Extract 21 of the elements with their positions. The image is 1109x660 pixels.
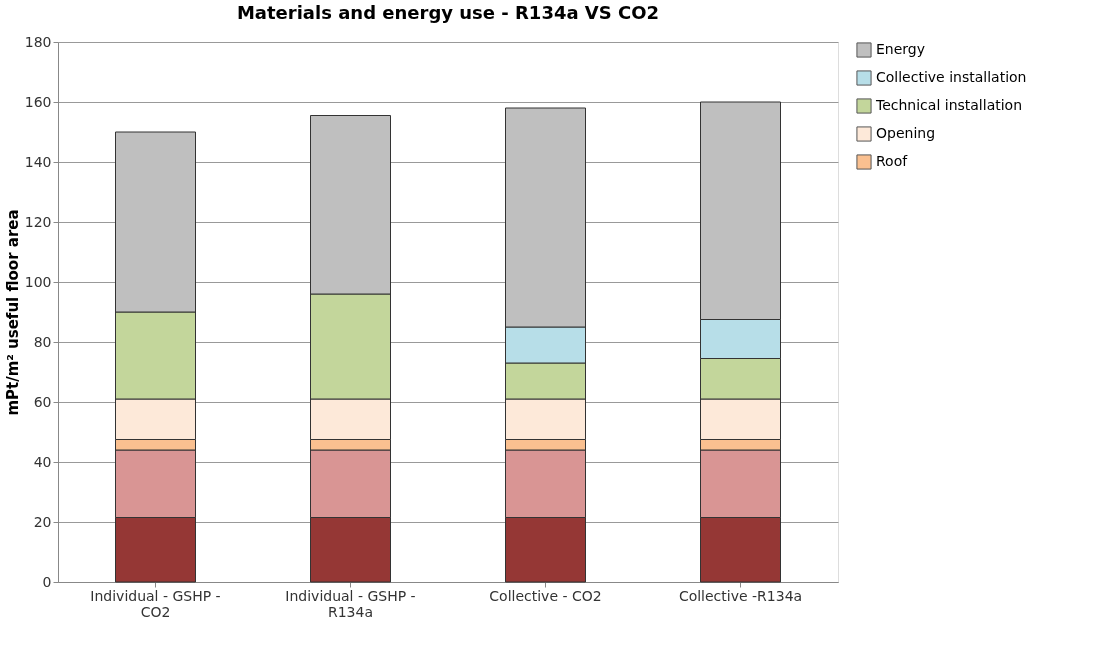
y-tick-label: 60: [33, 393, 52, 410]
chart-title: Materials and energy use - R134a VS CO2: [236, 2, 660, 23]
legend-label: Technical installation: [875, 97, 1023, 113]
y-tick-label: 20: [33, 513, 52, 530]
x-tick-label: Individual - GSHP - CO2: [90, 587, 221, 620]
x-tick-label: Collective -R134a: [678, 587, 803, 604]
y-tick-label: 120: [24, 213, 52, 230]
y-tick-label: 140: [24, 153, 52, 170]
legend-label: Opening: [876, 125, 936, 141]
legend-label: Collective installation: [876, 69, 1027, 85]
x-tick-label: Individual - GSHP - R134a: [285, 587, 416, 620]
y-tick-label: 80: [33, 333, 52, 350]
y-tick-label: 180: [24, 33, 52, 50]
legend-label: Energy: [876, 41, 926, 57]
y-tick-label: 0: [42, 573, 52, 590]
y-axis-title: mPt/m² useful floor area: [3, 209, 22, 416]
y-tick-label: 160: [24, 93, 52, 110]
y-tick-label: 100: [24, 273, 52, 290]
x-tick-label: Collective - CO2: [489, 587, 602, 604]
y-tick-label: 40: [33, 453, 52, 470]
legend-label: Roof: [876, 153, 909, 169]
